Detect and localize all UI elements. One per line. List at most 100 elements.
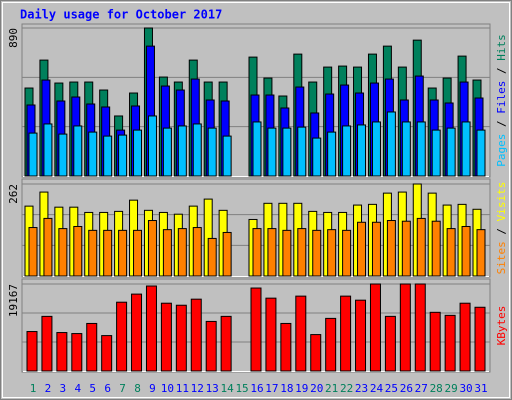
bar — [86, 322, 98, 372]
bar — [461, 225, 471, 277]
x-tick-label: 30 — [459, 382, 472, 395]
x-tick-label: 22 — [340, 382, 353, 395]
bar — [131, 293, 143, 372]
bar — [265, 297, 277, 372]
x-tick-label: 5 — [89, 382, 96, 395]
bar — [116, 301, 128, 372]
x-tick-label: 6 — [104, 382, 111, 395]
x-tick-label: 2 — [45, 382, 52, 395]
x-tick-label: 16 — [250, 382, 263, 395]
bar — [357, 124, 367, 177]
legend-entry: Visits — [495, 182, 508, 222]
bar — [340, 295, 352, 372]
bar — [103, 229, 113, 277]
bar — [28, 132, 38, 177]
x-tick-label: 29 — [445, 382, 458, 395]
bar — [431, 129, 441, 177]
bar — [26, 331, 38, 372]
bar — [58, 133, 68, 177]
bar — [222, 135, 232, 177]
bar — [431, 220, 441, 277]
legend-separator: / — [495, 61, 508, 81]
y-tick-label: 262 — [7, 184, 20, 204]
x-tick-label: 24 — [370, 382, 384, 395]
bar — [282, 127, 292, 177]
bar — [58, 228, 68, 277]
legend-entry: Pages — [495, 134, 508, 167]
bar — [386, 111, 396, 177]
bar — [252, 121, 262, 177]
bar — [297, 228, 307, 277]
bar — [327, 229, 337, 277]
x-tick-label: 18 — [280, 382, 293, 395]
bar — [252, 228, 262, 277]
bar — [369, 283, 381, 372]
x-tick-label: 28 — [430, 382, 443, 395]
bar — [207, 237, 217, 277]
bar — [476, 229, 486, 277]
x-tick-label: 4 — [74, 382, 81, 395]
x-tick-label: 20 — [310, 382, 323, 395]
bar — [192, 227, 202, 277]
bar — [88, 131, 98, 177]
bar — [43, 123, 53, 177]
chart-title: Daily usage for October 2017 — [20, 8, 222, 22]
bar — [461, 121, 471, 177]
x-tick-label: 21 — [325, 382, 338, 395]
bar — [118, 229, 128, 277]
x-tick-label: 10 — [161, 382, 174, 395]
bar — [133, 129, 143, 177]
bar — [444, 314, 456, 372]
bar — [312, 137, 322, 177]
x-tick-label: 8 — [134, 382, 141, 395]
x-tick-label: 26 — [400, 382, 413, 395]
bar — [386, 220, 396, 277]
bar — [118, 134, 128, 177]
bar — [56, 332, 68, 372]
bar — [222, 231, 232, 277]
bar — [312, 229, 322, 277]
bar — [71, 333, 83, 372]
x-tick-label: 31 — [474, 382, 487, 395]
legend-entry: Sites — [495, 241, 508, 274]
x-tick-label: 13 — [206, 382, 219, 395]
x-tick-label: 9 — [149, 382, 156, 395]
bar — [147, 220, 157, 277]
x-tick-label: 7 — [119, 382, 126, 395]
x-tick-label: 11 — [176, 382, 189, 395]
x-tick-label: 15 — [235, 382, 248, 395]
x-tick-label: 27 — [415, 382, 428, 395]
legend: KBytes — [495, 306, 508, 346]
bar — [414, 283, 426, 372]
bar — [327, 131, 337, 177]
bar — [282, 229, 292, 277]
bar — [190, 298, 202, 372]
bar — [162, 229, 172, 277]
x-tick-label: 1 — [30, 382, 37, 395]
bar — [459, 302, 471, 372]
bar — [160, 302, 172, 372]
bar — [342, 125, 352, 177]
bar — [355, 299, 367, 372]
bar — [41, 315, 53, 372]
bar — [310, 334, 322, 372]
bar — [28, 227, 38, 277]
bar — [192, 123, 202, 177]
bar — [73, 225, 83, 277]
legend-entry: KBytes — [495, 306, 508, 346]
bar — [147, 115, 157, 177]
bar — [73, 125, 83, 177]
bar — [267, 228, 277, 277]
bar — [133, 229, 143, 277]
bar — [88, 229, 98, 277]
bar — [145, 285, 157, 372]
bar — [446, 228, 456, 277]
bar — [177, 228, 187, 277]
y-tick-label: 890 — [7, 28, 20, 48]
bar — [43, 217, 53, 277]
x-tick-label: 19 — [295, 382, 308, 395]
bar — [357, 221, 367, 277]
x-tick-label: 3 — [60, 382, 67, 395]
